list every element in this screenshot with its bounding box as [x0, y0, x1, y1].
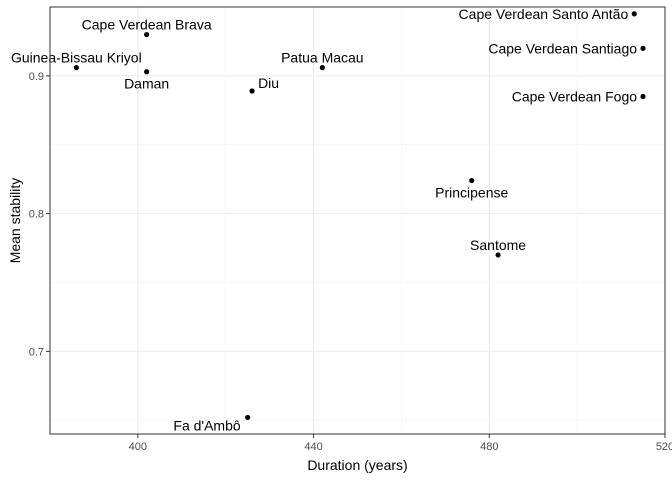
x-axis-title: Duration (years): [307, 457, 407, 473]
plot-panel-border: [49, 6, 666, 435]
y-tick-label: 0.9: [29, 71, 44, 83]
y-tick-label: 0.7: [29, 346, 44, 358]
data-point: [245, 414, 251, 421]
point-labels: Cape Verdean Brava Guinea-Bissau Kriyol Da…: [11, 6, 637, 434]
y-axis-ticks: 0.7 0.8 0.9: [29, 71, 50, 358]
data-point: [319, 65, 325, 71]
x-tick-label: 400: [129, 441, 147, 453]
data-points: [73, 11, 646, 421]
data-point-label: Daman: [124, 76, 169, 92]
data-point-label: Cape Verdean Santo Antão: [459, 6, 629, 22]
data-point-label: Cape Verdean Santiago: [488, 40, 637, 56]
x-axis-ticks: 400 440 480 520: [129, 434, 672, 453]
data-point-label: Santome: [470, 237, 526, 253]
y-axis-title: Mean stability: [7, 178, 23, 264]
data-point-label: Cape Verdean Fogo: [512, 89, 638, 105]
data-point: [73, 65, 79, 71]
grid: [50, 7, 666, 434]
data-point: [495, 252, 501, 258]
x-tick-label: 440: [304, 441, 322, 453]
data-point-label: Diu: [258, 75, 279, 91]
data-point: [640, 45, 646, 51]
data-point-label: Principense: [435, 185, 508, 201]
y-tick-label: 0.8: [29, 209, 44, 221]
x-tick-label: 520: [656, 441, 672, 453]
x-tick-label: 480: [480, 441, 498, 453]
data-point-label: Guinea-Bissau Kriyol: [11, 50, 142, 66]
data-point-label: Cape Verdean Brava: [82, 17, 212, 33]
data-point: [469, 177, 475, 184]
data-point: [144, 69, 150, 75]
data-point: [144, 31, 150, 38]
data-point: [249, 88, 255, 94]
data-point: [631, 11, 637, 17]
data-point-label: Fa d'Ambô: [173, 417, 240, 433]
data-point-label: Patua Macau: [281, 50, 364, 66]
data-point: [640, 93, 646, 100]
